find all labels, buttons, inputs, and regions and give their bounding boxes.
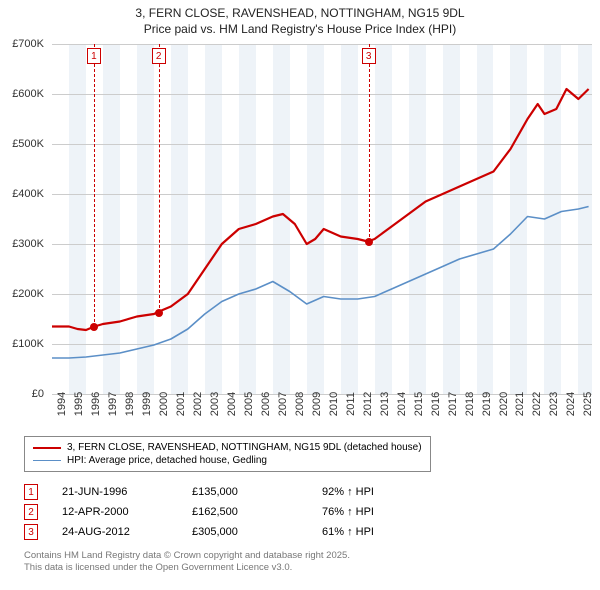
legend-box: 3, FERN CLOSE, RAVENSHEAD, NOTTINGHAM, N… — [24, 436, 431, 472]
y-tick-label: £600K — [0, 88, 44, 100]
plot-area: 1 2 3 — [52, 44, 592, 394]
sale-marker-dot — [155, 309, 163, 317]
y-tick-label: £100K — [0, 338, 44, 350]
chart-area: 123 £0£100K£200K£300K£400K£500K£600K£700… — [8, 44, 592, 394]
x-tick-label: 2001 — [175, 392, 187, 416]
x-tick-label: 2022 — [531, 392, 543, 416]
x-tick-label: 1996 — [90, 392, 102, 416]
title-line-1: 3, FERN CLOSE, RAVENSHEAD, NOTTINGHAM, N… — [0, 6, 600, 22]
legend-item: HPI: Average price, detached house, Gedl… — [33, 454, 422, 467]
legend-label: HPI: Average price, detached house, Gedl… — [67, 455, 267, 466]
x-tick-label: 2004 — [226, 392, 238, 416]
y-tick-label: £700K — [0, 38, 44, 50]
x-tick-label: 1994 — [56, 392, 68, 416]
x-tick-label: 2021 — [514, 392, 526, 416]
x-tick-label: 2024 — [565, 392, 577, 416]
chart-title: 3, FERN CLOSE, RAVENSHEAD, NOTTINGHAM, N… — [0, 0, 600, 37]
legend-label: 3, FERN CLOSE, RAVENSHEAD, NOTTINGHAM, N… — [67, 442, 422, 453]
table-price: £305,000 — [192, 526, 322, 538]
table-pct: 76% ↑ HPI — [322, 506, 442, 518]
x-tick-label: 2012 — [362, 392, 374, 416]
table-price: £135,000 — [192, 486, 322, 498]
series-hpi — [52, 207, 589, 359]
table-row: 2 12-APR-2000£162,50076% ↑ HPI — [24, 502, 442, 522]
sale-marker-dot — [365, 238, 373, 246]
x-tick-label: 1997 — [107, 392, 119, 416]
x-tick-label: 2013 — [379, 392, 391, 416]
table-row-index-box: 3 — [24, 524, 38, 540]
x-tick-label: 2007 — [277, 392, 289, 416]
sale-marker-box: 1 — [87, 48, 101, 64]
table-date: 21-JUN-1996 — [62, 486, 192, 498]
x-tick-label: 2019 — [481, 392, 493, 416]
y-tick-label: £500K — [0, 138, 44, 150]
x-tick-label: 2003 — [209, 392, 221, 416]
series-price_paid — [52, 89, 589, 330]
sale-marker-line — [369, 44, 370, 242]
x-tick-label: 1998 — [124, 392, 136, 416]
table-price: £162,500 — [192, 506, 322, 518]
table-row-index-box: 2 — [24, 504, 38, 520]
footer-line-1: Contains HM Land Registry data © Crown c… — [24, 550, 350, 562]
legend-swatch — [33, 460, 61, 461]
x-tick-label: 2010 — [328, 392, 340, 416]
x-tick-label: 2015 — [413, 392, 425, 416]
x-tick-label: 2020 — [498, 392, 510, 416]
x-tick-label: 1999 — [141, 392, 153, 416]
x-tick-label: 2011 — [345, 392, 357, 416]
y-tick-label: £300K — [0, 238, 44, 250]
sale-marker-line — [94, 44, 95, 327]
x-tick-label: 2023 — [548, 392, 560, 416]
lines-svg — [52, 44, 592, 394]
x-tick-label: 2017 — [447, 392, 459, 416]
legend-swatch — [33, 447, 61, 449]
x-tick-label: 2009 — [311, 392, 323, 416]
table-date: 12-APR-2000 — [62, 506, 192, 518]
x-tick-label: 2016 — [430, 392, 442, 416]
y-tick-label: £200K — [0, 288, 44, 300]
title-line-2: Price paid vs. HM Land Registry's House … — [0, 22, 600, 38]
table-row: 1 21-JUN-1996£135,00092% ↑ HPI — [24, 482, 442, 502]
sale-marker-line — [159, 44, 160, 313]
x-tick-label: 2006 — [260, 392, 272, 416]
sales-table: 1 21-JUN-1996£135,00092% ↑ HPI 2 12-APR-200… — [24, 482, 442, 542]
x-tick-label: 2000 — [158, 392, 170, 416]
x-tick-label: 2018 — [464, 392, 476, 416]
sale-marker-box: 3 — [362, 48, 376, 64]
table-pct: 92% ↑ HPI — [322, 486, 442, 498]
chart-container: 3, FERN CLOSE, RAVENSHEAD, NOTTINGHAM, N… — [0, 0, 600, 590]
table-row-index-box: 1 — [24, 484, 38, 500]
table-date: 24-AUG-2012 — [62, 526, 192, 538]
footer-line-2: This data is licensed under the Open Gov… — [24, 562, 350, 574]
x-tick-label: 1995 — [73, 392, 85, 416]
sale-marker-box: 2 — [152, 48, 166, 64]
table-pct: 61% ↑ HPI — [322, 526, 442, 538]
table-row: 3 24-AUG-2012£305,00061% ↑ HPI — [24, 522, 442, 542]
x-tick-label: 2008 — [294, 392, 306, 416]
legend-item: 3, FERN CLOSE, RAVENSHEAD, NOTTINGHAM, N… — [33, 441, 422, 454]
y-tick-label: £400K — [0, 188, 44, 200]
sale-marker-dot — [90, 323, 98, 331]
x-tick-label: 2014 — [396, 392, 408, 416]
x-tick-label: 2002 — [192, 392, 204, 416]
x-tick-label: 2025 — [582, 392, 594, 416]
footer-attribution: Contains HM Land Registry data © Crown c… — [24, 550, 350, 575]
y-tick-label: £0 — [0, 388, 44, 400]
x-tick-label: 2005 — [243, 392, 255, 416]
